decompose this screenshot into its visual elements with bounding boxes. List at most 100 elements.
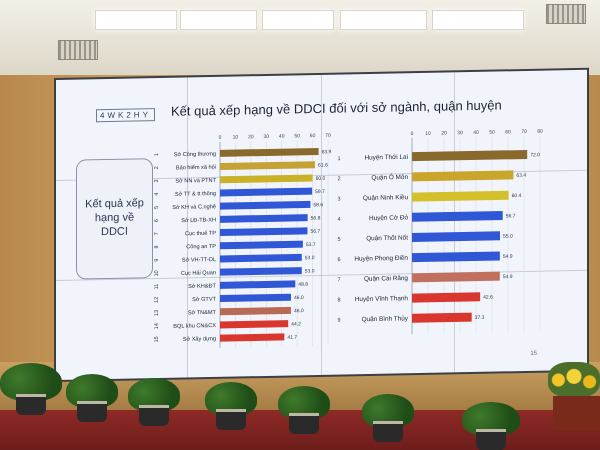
- x-tick-label: 20: [248, 134, 254, 140]
- x-tick-label: 20: [441, 130, 447, 136]
- air-vent: [58, 40, 98, 60]
- rank-label: 4: [154, 193, 160, 196]
- x-tick-label: 60: [505, 129, 511, 135]
- x-tick-label: 50: [489, 130, 495, 136]
- value-label: 53.7: [306, 242, 316, 248]
- bar: [220, 240, 303, 250]
- rank-label: 3: [154, 179, 160, 182]
- x-tick-label: 40: [279, 134, 285, 140]
- category-label: BQL khu CN&CX: [173, 323, 216, 330]
- category-label: Cục thuế TP: [185, 231, 216, 238]
- category-label: Quận Ninh Kiều: [363, 192, 409, 202]
- category-label: Quận Ô Môn: [371, 172, 408, 182]
- x-tick-label: 70: [325, 133, 331, 139]
- rank-label: 7: [154, 232, 160, 235]
- value-label: 46.0: [294, 308, 304, 314]
- x-tick-label: 40: [473, 130, 479, 136]
- value-label: 58.6: [313, 202, 323, 208]
- bar: [220, 200, 311, 210]
- bar: [412, 211, 503, 222]
- rank-label: 10: [154, 270, 160, 276]
- bar: [412, 271, 500, 283]
- x-tick-label: 0: [411, 131, 414, 137]
- bar: [220, 161, 316, 171]
- value-label: 72.0: [530, 152, 540, 158]
- rank-label: 2: [337, 176, 340, 182]
- rank-label: 3: [337, 196, 340, 202]
- value-label: 46.0: [294, 295, 304, 301]
- x-tick-label: 10: [425, 131, 431, 137]
- category-label: Quận Bình Thủy: [362, 314, 409, 323]
- value-label: 60.4: [512, 193, 522, 199]
- value-label: 56.8: [311, 215, 321, 221]
- bar: [220, 214, 308, 223]
- value-label: 61.6: [318, 162, 328, 168]
- category-label: Sở GTVT: [192, 296, 216, 303]
- potted-plant: [462, 398, 520, 450]
- bar: [220, 267, 302, 276]
- value-label: 56.7: [310, 229, 320, 235]
- potted-plant: [278, 386, 330, 434]
- rank-label: 7: [337, 277, 340, 283]
- bar: [412, 312, 472, 323]
- bar: [412, 170, 514, 182]
- rank-label: 6: [154, 219, 160, 222]
- x-tick-label: 30: [264, 134, 270, 140]
- bar: [220, 293, 291, 303]
- category-label: Sở LĐ-TB-XH: [181, 216, 216, 224]
- category-label: Sở NN và PTNT: [175, 177, 216, 185]
- category-label: Sở KH và C.nghệ: [172, 203, 216, 211]
- flower-arrangement: [548, 362, 600, 398]
- x-tick-label: 70: [521, 129, 527, 135]
- potted-plant: [0, 355, 62, 415]
- category-label: Công an TP: [186, 244, 216, 251]
- bar: [220, 187, 313, 197]
- ranking-charts: 0 10 20 30 40 50 60 701 Sở Công thương 63.92 Bảo h…: [154, 129, 543, 348]
- x-tick-label: 60: [310, 133, 316, 139]
- bar: [412, 231, 500, 242]
- bar: [412, 149, 528, 162]
- category-label: Sở Công thương: [174, 150, 216, 158]
- value-label: 44.2: [291, 321, 301, 327]
- rank-label: 8: [337, 297, 340, 303]
- potted-plant: [205, 382, 257, 430]
- bar: [220, 253, 302, 263]
- rank-label: 1: [337, 156, 340, 162]
- bar: [220, 333, 285, 342]
- potted-plant: [360, 392, 415, 442]
- rank-label: 13: [154, 310, 160, 316]
- value-label: 54.9: [503, 274, 513, 280]
- category-label: Sở VH-TT-DL: [182, 256, 216, 264]
- value-label: 55.0: [503, 234, 513, 240]
- ceiling-light: [262, 10, 334, 30]
- value-label: 63.9: [322, 149, 332, 155]
- rank-label: 9: [154, 259, 160, 262]
- category-label: Cục Hải Quan: [181, 270, 216, 277]
- value-label: 60.0: [316, 176, 326, 182]
- ceiling-light: [180, 10, 257, 30]
- bar: [412, 251, 500, 263]
- rank-label: 6: [337, 257, 340, 263]
- value-label: 53.0: [305, 255, 315, 261]
- category-label: Huyện Phong Điền: [354, 253, 408, 263]
- bar: [220, 320, 289, 329]
- bar: [220, 227, 308, 237]
- value-label: 48.8: [298, 282, 308, 288]
- category-label: Sở TT & tt thông: [175, 190, 216, 198]
- category-label: Sở KH&ĐT: [188, 282, 216, 290]
- bar: [220, 147, 319, 157]
- category-label: Quận Cái Răng: [364, 275, 408, 283]
- rank-label: 12: [154, 297, 160, 303]
- value-label: 37.3: [475, 315, 485, 321]
- value-label: 42.6: [483, 295, 493, 301]
- value-label: 53.0: [305, 268, 315, 274]
- rank-label: 1: [154, 153, 160, 156]
- rank-label: 5: [154, 206, 160, 209]
- x-tick-label: 30: [457, 130, 463, 136]
- category-label: Huyện Thới Lai: [364, 154, 408, 162]
- bar: [220, 280, 296, 289]
- rank-label: 9: [337, 318, 340, 324]
- air-vent: [546, 4, 586, 24]
- value-label: 54.9: [503, 254, 513, 260]
- rank-label: 11: [154, 284, 160, 290]
